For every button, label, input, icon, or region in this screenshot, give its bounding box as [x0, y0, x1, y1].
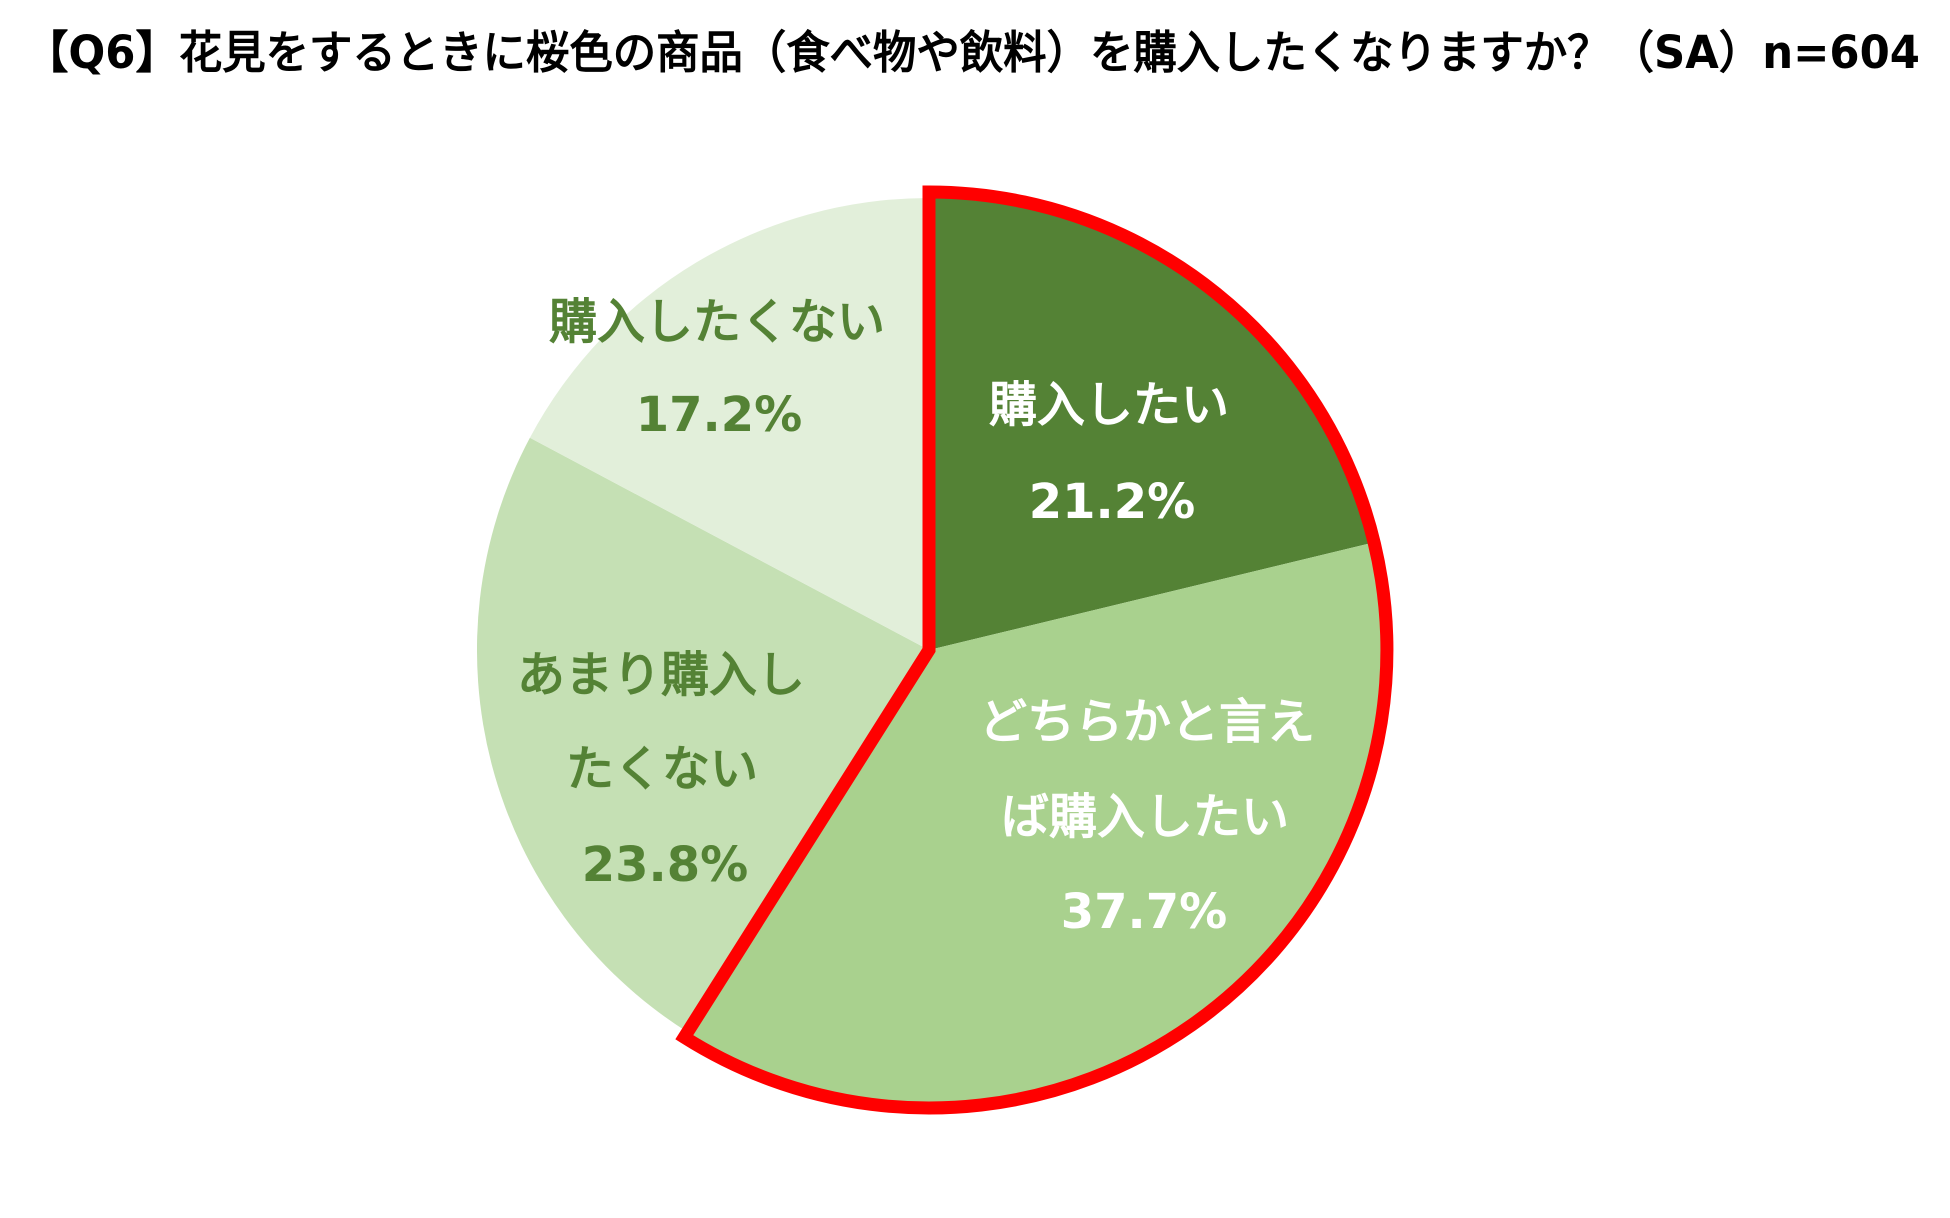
pie-slices	[476, 197, 1381, 1103]
slice-label-text: ば購入したい	[1001, 789, 1289, 845]
slice-value-text: 23.8%	[582, 837, 749, 893]
slice-want-to-buy[interactable]	[929, 198, 1369, 650]
label-somewhat-want-to-buy: どちらかと言え ば購入したい 37.7%	[979, 694, 1315, 940]
slice-label-text: あまり購入し	[517, 647, 805, 703]
slice-label-text: 購入したい	[989, 377, 1229, 433]
chart-title: 【Q6】花見をするときに桜色の商品（食べ物や飲料）を購入したくなりますか？（SA…	[25, 26, 1920, 79]
label-do-not-want-to-buy: 購入したくない 17.2%	[549, 294, 885, 443]
highlight-outline	[675, 185, 1394, 1115]
slice-label-text: どちらかと言え	[979, 694, 1315, 750]
label-want-to-buy: 購入したい 21.2%	[989, 377, 1229, 530]
slice-not-really-want-to-buy[interactable]	[476, 437, 929, 1033]
label-not-really-want-to-buy: あまり購入し たくない 23.8%	[517, 647, 805, 893]
slice-label-text: 購入したくない	[549, 294, 885, 350]
slice-somewhat-want-to-buy[interactable]	[687, 543, 1381, 1103]
slice-value-text: 17.2%	[636, 387, 803, 443]
slice-do-not-want-to-buy[interactable]	[529, 197, 929, 650]
slice-value-text: 37.7%	[1061, 884, 1228, 940]
slice-label-text: たくない	[566, 741, 758, 797]
slice-value-text: 21.2%	[1029, 474, 1196, 530]
